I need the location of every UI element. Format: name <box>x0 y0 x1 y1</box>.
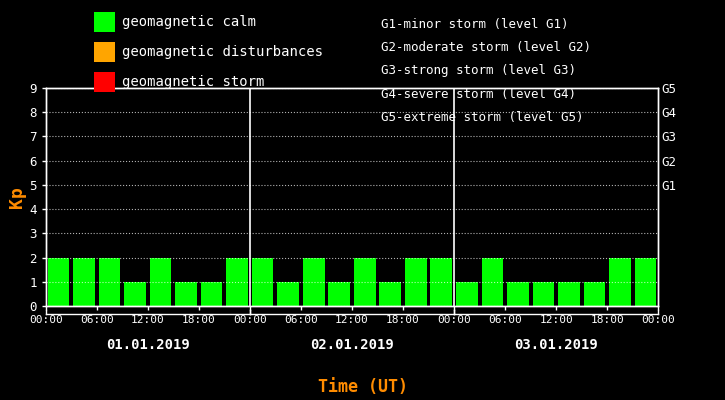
Text: G4-severe storm (level G4): G4-severe storm (level G4) <box>381 88 576 101</box>
Bar <box>303 258 325 306</box>
Bar <box>533 282 555 306</box>
Bar <box>379 282 401 306</box>
Bar <box>431 258 452 306</box>
Text: geomagnetic calm: geomagnetic calm <box>122 15 256 29</box>
Bar <box>201 282 223 306</box>
Bar <box>252 258 273 306</box>
Text: Time (UT): Time (UT) <box>318 378 407 396</box>
Bar <box>456 282 478 306</box>
Bar <box>73 258 95 306</box>
Text: G5-extreme storm (level G5): G5-extreme storm (level G5) <box>381 111 583 124</box>
Bar <box>48 258 70 306</box>
Text: 01.01.2019: 01.01.2019 <box>106 338 190 352</box>
Y-axis label: Kp: Kp <box>9 186 26 208</box>
Bar <box>99 258 120 306</box>
Bar <box>354 258 376 306</box>
Text: 03.01.2019: 03.01.2019 <box>514 338 598 352</box>
Bar <box>634 258 656 306</box>
Bar <box>149 258 171 306</box>
Text: G2-moderate storm (level G2): G2-moderate storm (level G2) <box>381 41 591 54</box>
Bar <box>328 282 350 306</box>
Bar <box>175 282 197 306</box>
Bar <box>405 258 426 306</box>
Text: geomagnetic storm: geomagnetic storm <box>122 75 264 89</box>
Text: geomagnetic disturbances: geomagnetic disturbances <box>122 45 323 59</box>
Bar <box>226 258 248 306</box>
Bar <box>278 282 299 306</box>
Text: 02.01.2019: 02.01.2019 <box>310 338 394 352</box>
Bar <box>507 282 529 306</box>
Bar <box>558 282 580 306</box>
Bar <box>124 282 146 306</box>
Bar <box>584 282 605 306</box>
Bar <box>609 258 631 306</box>
Text: G3-strong storm (level G3): G3-strong storm (level G3) <box>381 64 576 78</box>
Bar <box>481 258 503 306</box>
Text: G1-minor storm (level G1): G1-minor storm (level G1) <box>381 18 568 31</box>
